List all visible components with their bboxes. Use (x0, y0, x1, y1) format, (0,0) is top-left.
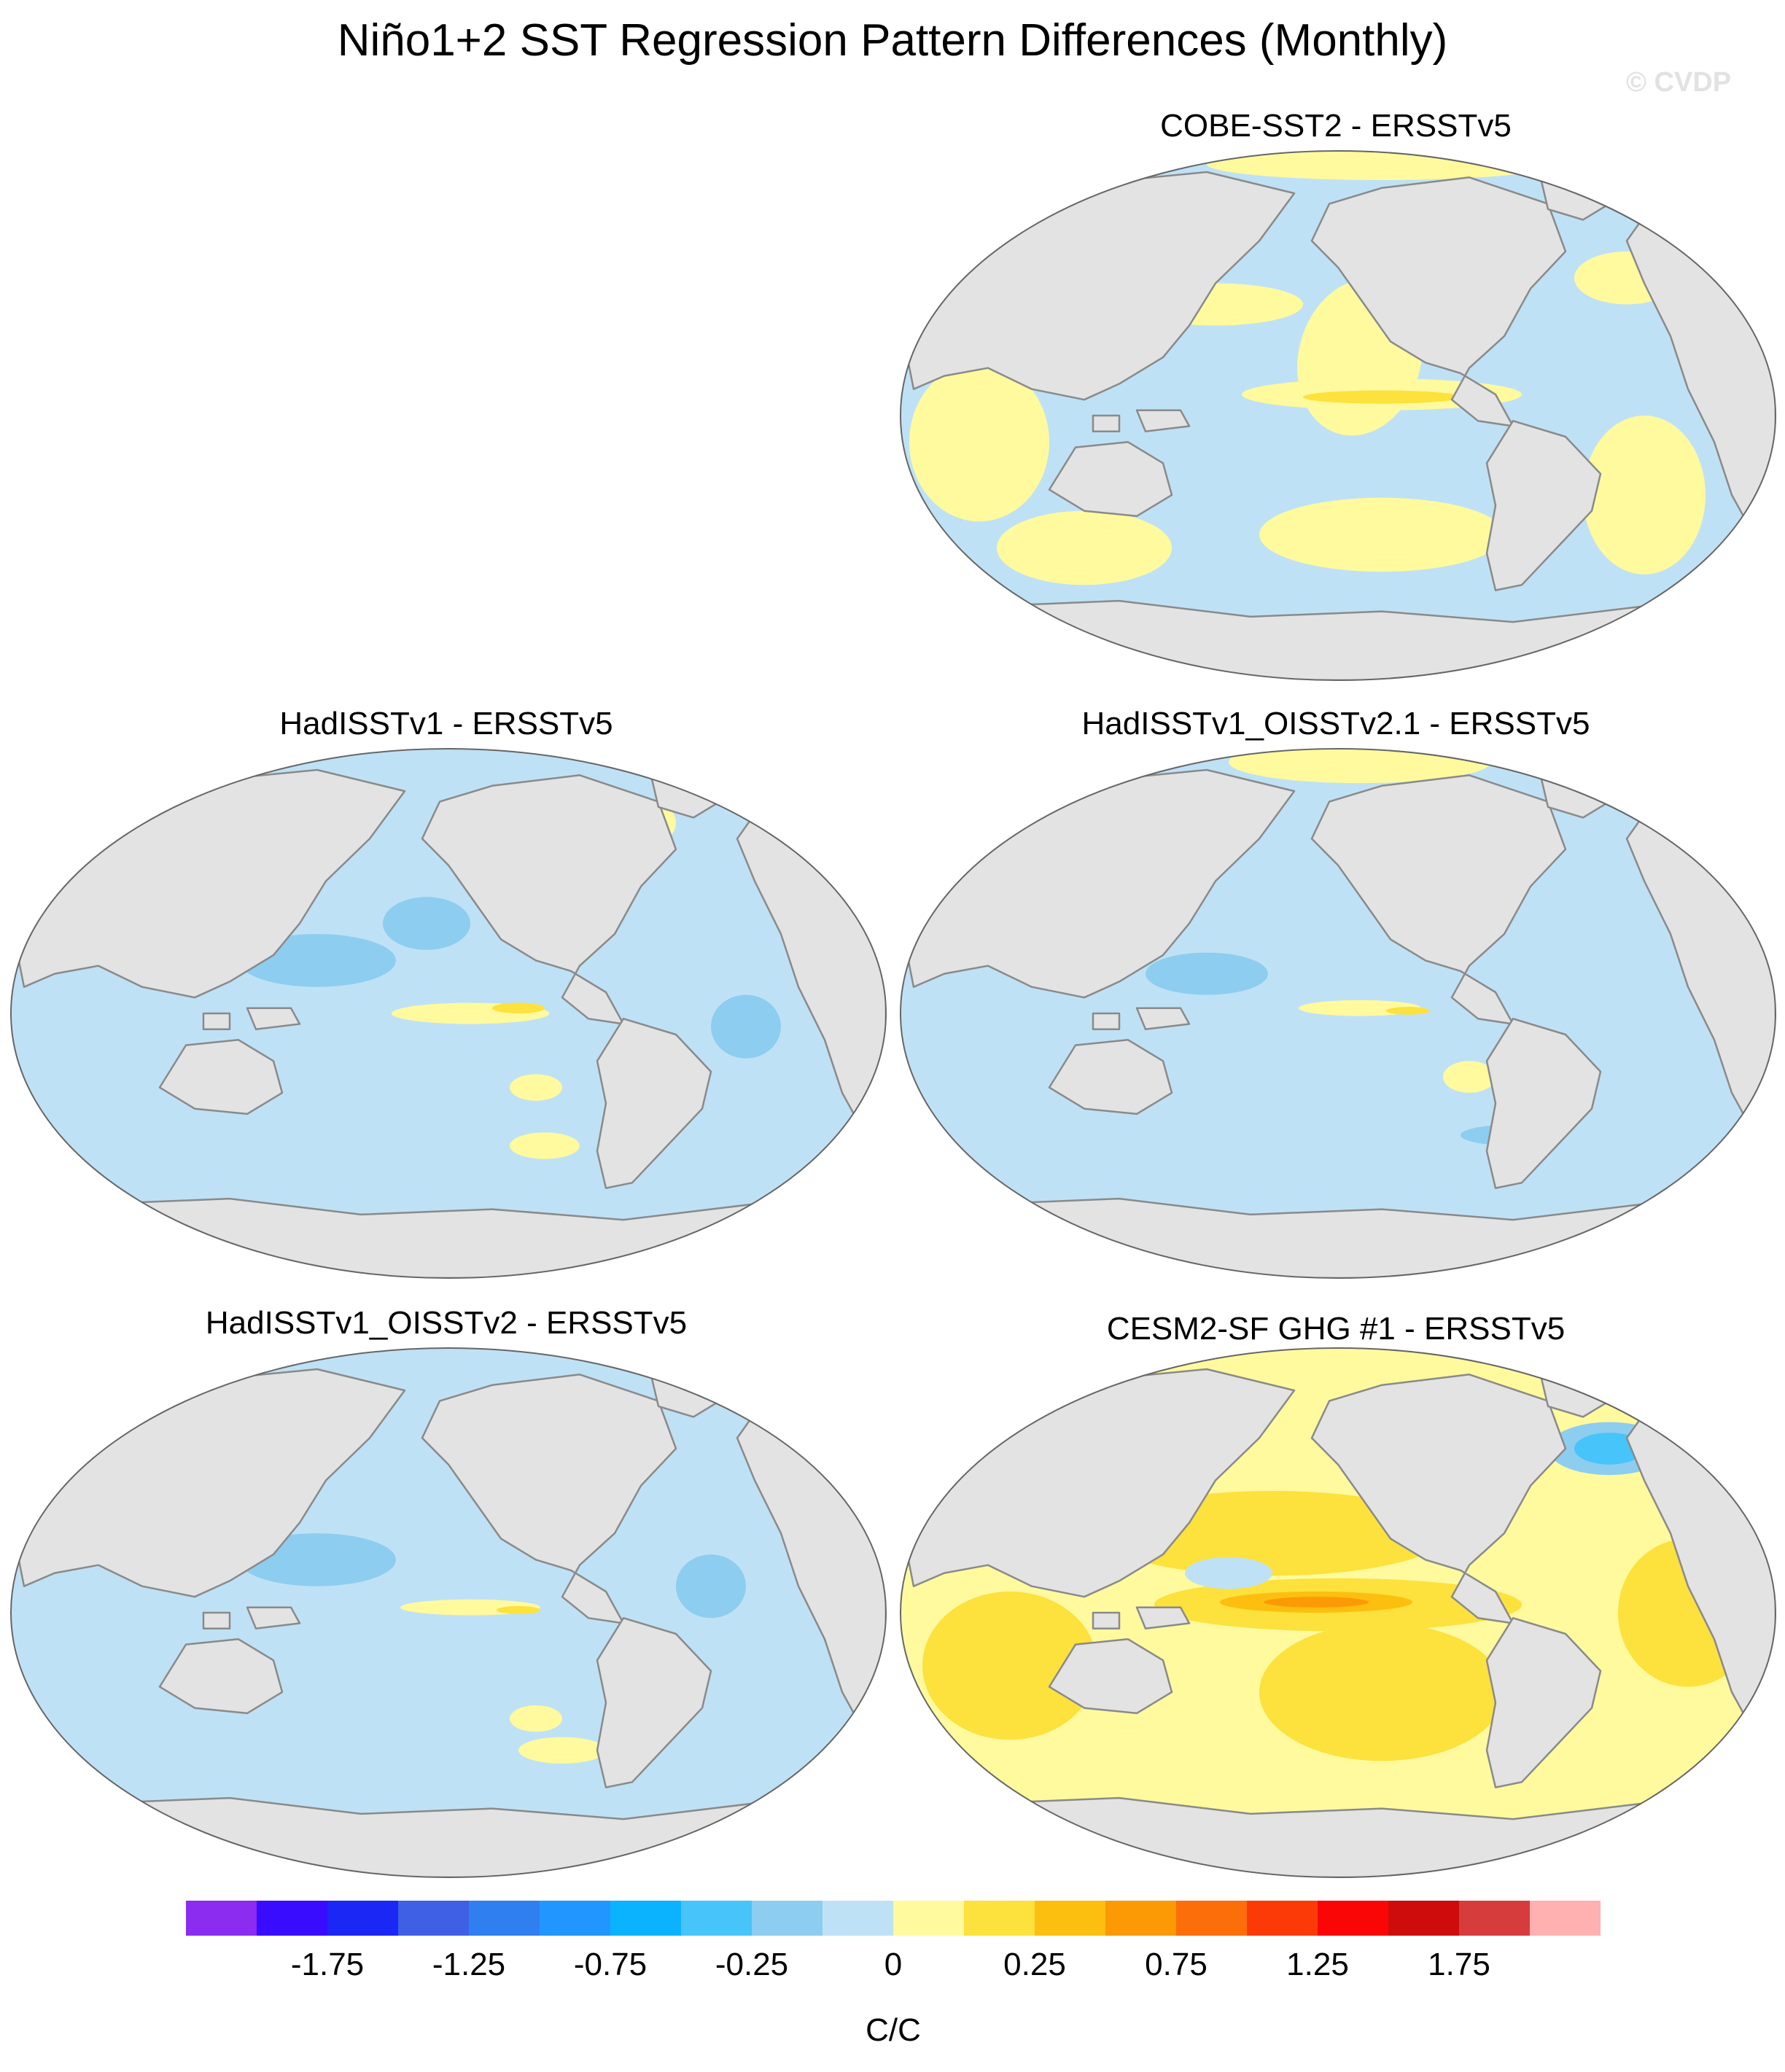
map-field (11, 749, 886, 1278)
colorbar-tick-label: 1.25 (1286, 1947, 1349, 1982)
colorbar-tick-label: -1.25 (432, 1947, 506, 1982)
map-panel-cobe (900, 150, 1776, 681)
colorbar-box (1247, 1901, 1318, 1936)
colorbar-box (752, 1901, 822, 1936)
colorbar-tick-label: -0.75 (573, 1947, 648, 1982)
land-mass (1485, 420, 1602, 591)
colorbar-box (1530, 1901, 1601, 1936)
colorbar-box (1176, 1901, 1247, 1936)
map-border (900, 748, 1776, 1279)
anomaly-region (909, 362, 1049, 522)
land-mass (1092, 414, 1121, 433)
anomaly-region (492, 1002, 545, 1013)
land-mass (1092, 1012, 1121, 1031)
land-mass (158, 1638, 284, 1715)
land-mass (1048, 1039, 1173, 1115)
map-field (901, 151, 1776, 680)
map-border (900, 1347, 1776, 1878)
colorbar-box (964, 1901, 1035, 1936)
anomaly-region (510, 1705, 562, 1732)
anomaly-region (1207, 151, 1557, 180)
anomaly-region (1146, 952, 1268, 995)
map-field (11, 1348, 886, 1877)
anomaly-region (518, 1737, 606, 1764)
land-mass (596, 1018, 712, 1189)
colorbar-box (681, 1901, 752, 1936)
land-mass (158, 1039, 284, 1115)
anomaly-region (383, 897, 470, 950)
land-mass (1135, 1606, 1191, 1630)
anomaly-region (676, 1554, 746, 1619)
land-mass (202, 1611, 231, 1630)
anomaly-region (1259, 1623, 1504, 1761)
colorbar-tick-label: 0 (884, 1947, 903, 1982)
map-border (900, 150, 1776, 681)
colorbar-box (469, 1901, 540, 1936)
land-mass (202, 1012, 231, 1031)
map-panel-hadisst (10, 748, 887, 1279)
panel-title-cesm2: CESM2-SF GHG #1 - ERSSTv5 (1106, 1311, 1566, 1347)
map-border (10, 748, 887, 1279)
land-mass (596, 1617, 712, 1788)
colorbar-units: C/C (866, 2012, 921, 2048)
map-panel-cesm2 (900, 1347, 1776, 1878)
panel-title-hadisst: HadISSTv1 - ERSSTv5 (279, 706, 613, 741)
map-field (901, 1348, 1776, 1877)
anomaly-region (1264, 1597, 1369, 1608)
colorbar-box (610, 1901, 681, 1936)
land-mass (1048, 441, 1173, 518)
map-field (901, 749, 1776, 1278)
panel-title-cobe: COBE-SST2 - ERSSTv5 (1160, 108, 1512, 144)
map-panel-hadisst-oisst21 (900, 748, 1776, 1279)
anomaly-region (1259, 497, 1504, 572)
colorbar-box (540, 1901, 610, 1936)
anomaly-region (997, 510, 1172, 585)
land-mass (1485, 1018, 1602, 1189)
anomaly-region (1303, 390, 1461, 404)
land-mass (246, 1007, 301, 1031)
anomaly-region (1574, 1433, 1644, 1465)
land-mass (1092, 1611, 1121, 1630)
panel-title-hadisst-oisst21: HadISSTv1_OISSTv2.1 - ERSSTv5 (1081, 706, 1590, 741)
land-mass (1485, 1617, 1602, 1788)
anomaly-region (922, 1592, 1097, 1740)
colorbar-tick-label: 0.75 (1145, 1947, 1208, 1982)
land-mass (1048, 1638, 1173, 1715)
anomaly-region (1185, 1557, 1272, 1589)
colorbar-box (1035, 1901, 1105, 1936)
panel-title-hadisst-oisst2: HadISSTv1_OISSTv2 - ERSSTv5 (205, 1305, 688, 1341)
map-border (10, 1347, 887, 1878)
colorbar-box (186, 1901, 257, 1936)
land-mass (1135, 409, 1191, 433)
anomaly-region (497, 1606, 540, 1614)
anomaly-region (1443, 1061, 1496, 1093)
colorbar-tick-label: 1.75 (1428, 1947, 1490, 1982)
colorbar-box (893, 1901, 964, 1936)
colorbar-box (1388, 1901, 1459, 1936)
colorbar-box (1318, 1901, 1388, 1936)
anomaly-region (1386, 1007, 1430, 1015)
colorbar-box (257, 1901, 327, 1936)
map-panel-hadisst-oisst2 (10, 1347, 887, 1878)
colorbar-tick-label: 0.25 (1003, 1947, 1066, 1982)
land-mass (246, 1606, 301, 1630)
colorbar-box (1105, 1901, 1176, 1936)
anomaly-region (711, 994, 781, 1059)
colorbar-tick-label: -0.25 (715, 1947, 789, 1982)
page-title: Niño1+2 SST Regression Pattern Differenc… (337, 15, 1448, 66)
colorbar-tick-label: -1.75 (290, 1947, 365, 1982)
watermark: © CVDP (1626, 67, 1732, 98)
colorbar-box (822, 1901, 893, 1936)
colorbar-box (398, 1901, 469, 1936)
colorbar-box (327, 1901, 398, 1936)
land-mass (1135, 1007, 1191, 1031)
colorbar (186, 1901, 1601, 1936)
anomaly-region (510, 1074, 562, 1101)
anomaly-region (510, 1132, 580, 1159)
colorbar-box (1459, 1901, 1530, 1936)
anomaly-region (1583, 416, 1706, 575)
